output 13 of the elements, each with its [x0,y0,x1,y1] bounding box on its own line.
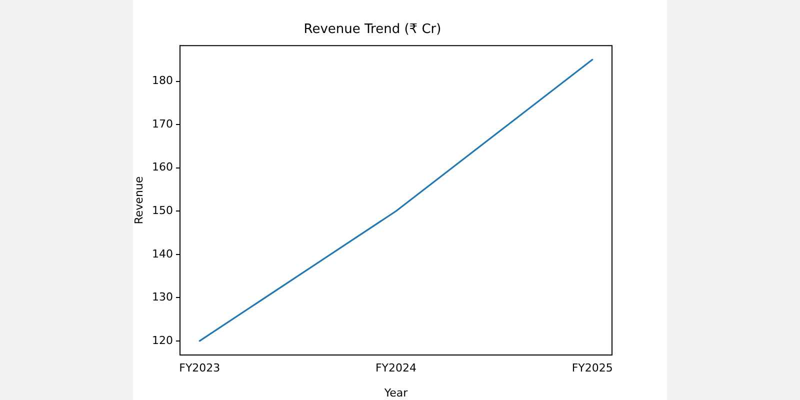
y-tick-label: 170 [152,117,173,130]
y-tick-label: 130 [152,290,173,304]
chart-title: Revenue Trend (₹ Cr) [304,22,442,38]
x-tick-label: FY2024 [375,361,417,374]
y-tick-label: 160 [152,160,173,174]
y-tick-label: 140 [152,247,173,260]
y-tick-label: 120 [152,334,173,347]
x-axis-title: Year [383,386,408,400]
y-tick-label: 150 [152,204,173,217]
x-tick-label: FY2025 [572,361,613,374]
y-tick-label: 180 [152,74,173,88]
x-tick-label: FY2023 [179,361,220,374]
y-axis-title: Revenue [132,176,146,224]
